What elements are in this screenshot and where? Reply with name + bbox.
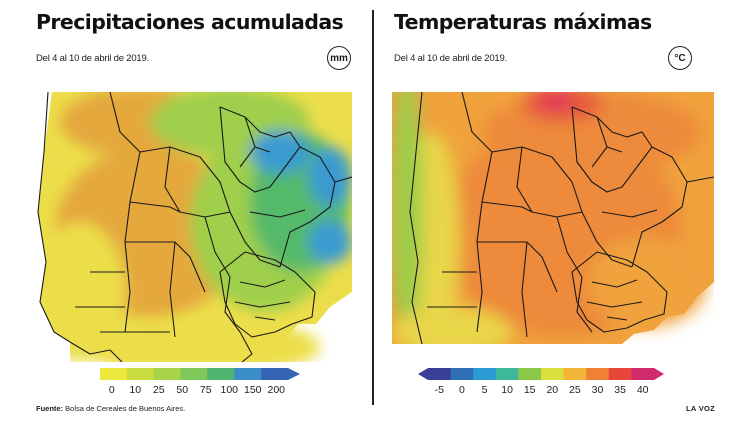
legend-tick-label: 75 — [199, 384, 212, 396]
political-borders — [37, 92, 352, 362]
legend-swatch — [126, 368, 155, 380]
legend-tick-label: 200 — [267, 384, 286, 396]
legend-swatch — [563, 368, 587, 380]
legend-arrow-right — [654, 368, 664, 380]
temperature-legend: -5 0 5 10 15 20 25 30 35 40 — [418, 367, 664, 398]
legend-swatch — [428, 368, 452, 380]
legend-swatch — [234, 368, 262, 380]
source-note: Fuente: Bolsa de Cereales de Buenos Aire… — [36, 404, 185, 413]
legend-tick-label: 10 — [129, 384, 142, 396]
chile-region — [30, 92, 70, 362]
legend-swatch — [207, 368, 235, 380]
publisher-credit: LA VOZ — [686, 404, 716, 413]
temperature-date-range: Del 4 al 10 de abril de 2019. — [394, 53, 508, 64]
legend-tick-label: 100 — [220, 384, 239, 396]
legend-swatch — [518, 368, 542, 380]
unit-badge-mm: mm — [327, 46, 351, 70]
legend-tick-label: 25 — [152, 384, 165, 396]
precipitation-legend: 0 10 25 50 75 100 150 200 — [100, 367, 300, 398]
legend-tick-label: 20 — [546, 384, 559, 396]
temp-warm-zone — [587, 237, 707, 327]
legend-swatch — [608, 368, 632, 380]
legend-arrow-right — [288, 368, 300, 380]
legend-tick-label: 30 — [591, 384, 604, 396]
legend-swatch — [153, 368, 182, 380]
legend-tick-label: 0 — [458, 384, 465, 396]
precipitation-panel: Precipitaciones acumuladas Del 4 al 10 d… — [30, 0, 375, 422]
temperature-panel: Temperaturas máximas Del 4 al 10 de abri… — [388, 0, 733, 422]
rain-low-zone-west — [35, 222, 125, 362]
rain-low-zone-south — [80, 317, 320, 362]
panel-divider — [372, 10, 374, 405]
precipitation-color-scale — [100, 368, 300, 380]
precipitation-legend-labels: 0 10 25 50 75 100 150 200 — [100, 384, 300, 398]
legend-tick-label: -5 — [434, 384, 444, 396]
legend-swatch — [586, 368, 610, 380]
precipitation-map — [30, 92, 352, 362]
legend-swatch — [180, 368, 208, 380]
legend-swatch — [473, 368, 497, 380]
temperature-map — [392, 92, 714, 344]
rain-very-high-zone-uruguay — [308, 220, 352, 264]
precipitation-date-range: Del 4 al 10 de abril de 2019. — [36, 53, 150, 64]
temperature-color-scale — [418, 368, 664, 380]
legend-swatch — [100, 368, 128, 380]
rain-very-high-zone — [250, 130, 310, 174]
source-text: Bolsa de Cereales de Buenos Aires. — [63, 404, 186, 413]
legend-tick-label: 40 — [636, 384, 649, 396]
legend-swatch — [495, 368, 519, 380]
legend-tick-label: 150 — [243, 384, 262, 396]
legend-swatch — [541, 368, 565, 380]
temperature-legend-labels: -5 0 5 10 15 20 25 30 35 40 — [418, 384, 664, 398]
legend-swatch — [450, 368, 474, 380]
legend-tick-label: 15 — [523, 384, 536, 396]
source-label: Fuente: — [36, 404, 64, 413]
legend-tick-label: 0 — [108, 384, 115, 396]
legend-swatch — [631, 368, 655, 380]
legend-tick-label: 5 — [481, 384, 488, 396]
legend-arrow-left — [418, 368, 428, 380]
legend-swatch — [261, 368, 289, 380]
legend-tick-label: 25 — [569, 384, 581, 396]
unit-badge-celsius: °C — [668, 46, 692, 70]
temperature-title: Temperaturas máximas — [394, 10, 652, 34]
temp-mild-zone-south — [392, 307, 512, 344]
political-borders — [409, 92, 714, 344]
temp-peak-zone — [537, 92, 573, 110]
precipitation-title: Precipitaciones acumuladas — [36, 10, 344, 34]
legend-tick-label: 10 — [501, 384, 513, 396]
legend-tick-label: 35 — [614, 384, 626, 396]
rain-very-high-zone-east — [308, 147, 352, 207]
legend-tick-label: 50 — [176, 384, 189, 396]
